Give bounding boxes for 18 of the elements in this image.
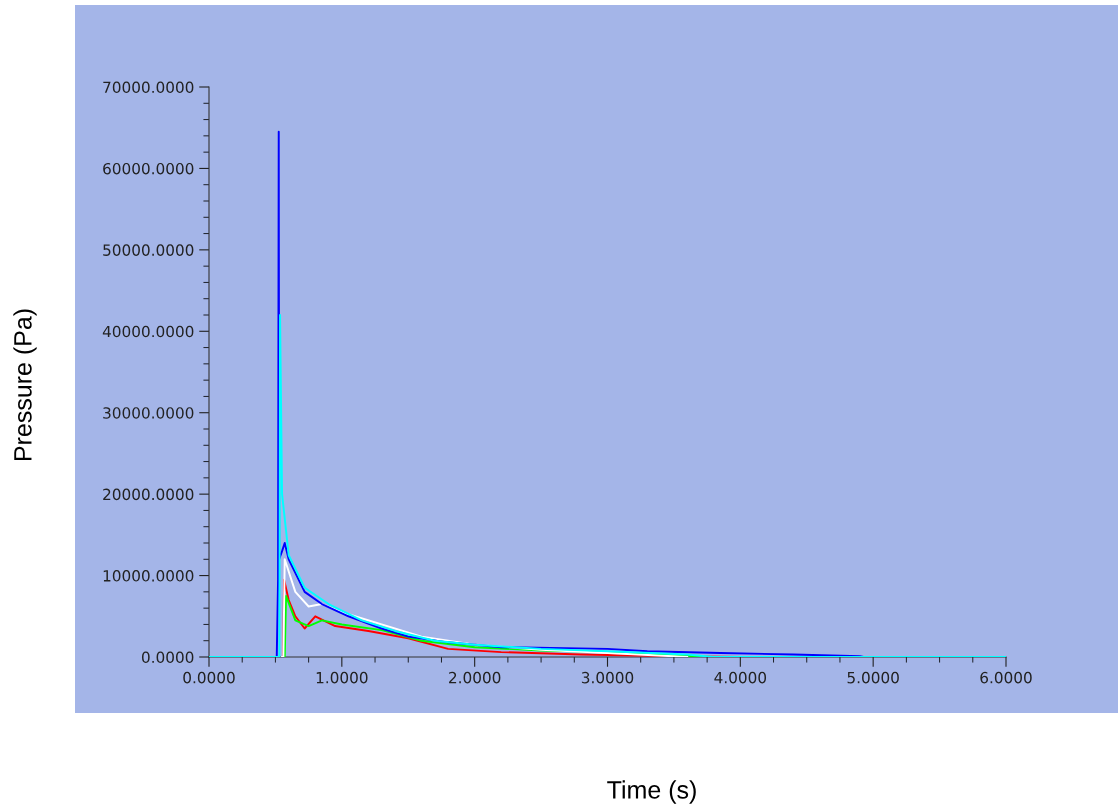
x-tick-label: 4.0000 — [714, 671, 767, 684]
y-tick-label: 10000.0000 — [103, 570, 194, 582]
y-tick-label: 0.0000 — [141, 651, 194, 664]
x-tick-label: 6.0000 — [980, 671, 1032, 684]
x-tick-label: 0.0000 — [183, 671, 235, 684]
y-tick-label: 40000.0000 — [102, 325, 194, 338]
x-tick-label: 5.0000 — [847, 671, 899, 684]
x-tick-label: 3.0000 — [581, 671, 634, 684]
y-axis-title: Pressure (Pa) — [13, 309, 37, 461]
y-tick-label: 30000.0000 — [103, 407, 194, 419]
x-tick-label: 2.0000 — [449, 671, 501, 684]
x-tick-label: 1.0000 — [316, 671, 368, 684]
line-series — [281, 558, 689, 657]
y-tick-label: 20000.0000 — [103, 488, 194, 501]
y-tick-label: 60000.0000 — [103, 162, 194, 175]
y-tick-label: 50000.0000 — [103, 244, 194, 256]
y-tick-label: 70000.0000 — [103, 81, 194, 94]
x-axis-title: Time (s) — [607, 780, 696, 804]
